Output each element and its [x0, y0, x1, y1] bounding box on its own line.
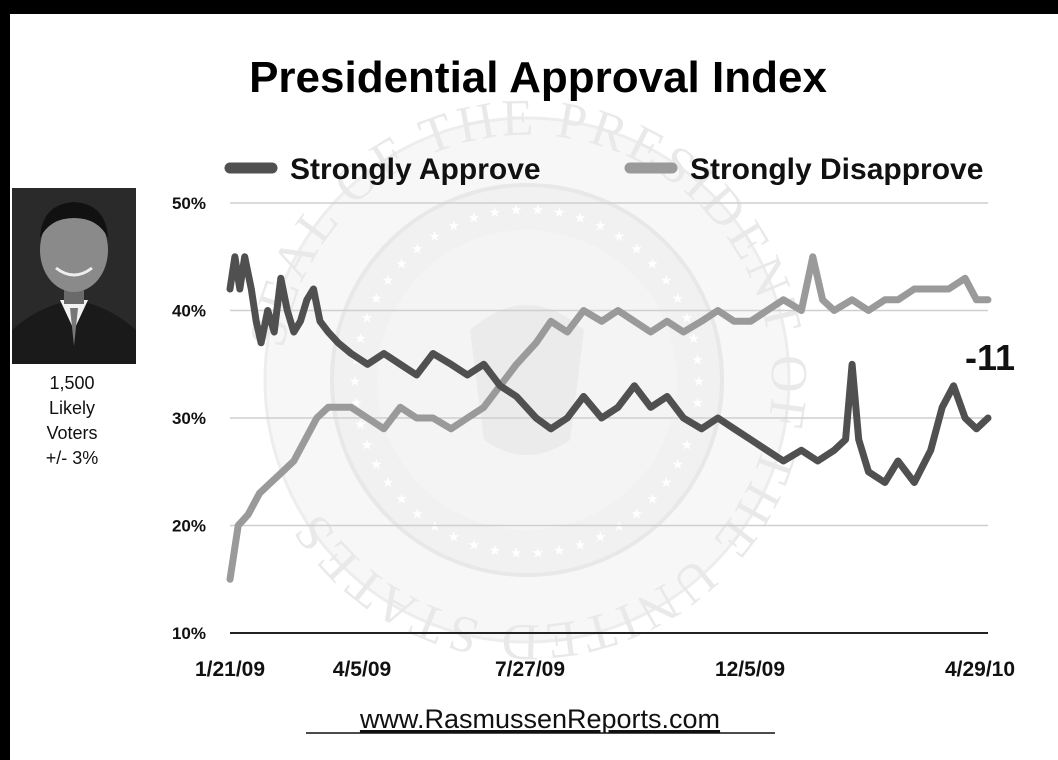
- seal-star: ★: [613, 228, 626, 244]
- seal-star: ★: [532, 545, 545, 561]
- x-tick-label: 4/5/09: [333, 658, 391, 681]
- seal-star: ★: [370, 290, 383, 306]
- seal-star: ★: [671, 290, 684, 306]
- legend-label: Strongly Disapprove: [690, 153, 983, 186]
- seal-star: ★: [354, 330, 367, 346]
- seal-star: ★: [693, 373, 706, 389]
- seal-star: ★: [468, 209, 481, 225]
- seal-star: ★: [532, 201, 545, 217]
- y-tick-label: 40%: [172, 302, 206, 321]
- seal-star: ★: [574, 209, 587, 225]
- legend: Strongly Approve Strongly Disapprove: [224, 153, 983, 186]
- seal-star: ★: [488, 204, 501, 220]
- seal-stars: ★★★★★★★★★★★★★★★★★★★★★★★★★★★★★★★★★★★ ★ ★ ★ ★ ★…: [349, 201, 706, 560]
- seal-star: ★: [349, 373, 362, 389]
- series-layer: [226, 253, 992, 583]
- seal-star: ★: [411, 506, 424, 522]
- portrait-photo: [12, 188, 136, 364]
- seal-star: ★: [574, 537, 587, 553]
- x-tick-label: 1/21/09: [195, 658, 265, 681]
- seal-star: ★: [370, 456, 383, 472]
- seal-star: ★: [510, 545, 523, 561]
- source-link[interactable]: www.RasmussenReports.com: [359, 704, 720, 734]
- y-tick-label: 50%: [172, 194, 206, 213]
- seal-star: ★: [510, 201, 523, 217]
- y-axis-ticks: 10% 20% 30% 40% 50%: [172, 194, 206, 643]
- seal-star: ★: [382, 474, 395, 490]
- sample-line-voters: Voters: [46, 423, 97, 443]
- seal-star: ★: [395, 491, 408, 507]
- series-line-strongly-disapprove: [226, 253, 992, 583]
- gridlines: [230, 202, 988, 634]
- x-axis-ticks: 1/21/09 4/5/09 7/27/09 12/5/09 4/29/10: [195, 658, 1015, 681]
- x-tick-label: 12/5/09: [715, 658, 785, 681]
- y-tick-label: 20%: [172, 517, 206, 536]
- y-tick-label: 10%: [172, 624, 206, 643]
- seal-star: ★: [395, 255, 408, 271]
- series-line-strongly-approve: [226, 253, 992, 486]
- seal-star: ★: [361, 436, 374, 452]
- legend-label: Strongly Approve: [290, 153, 541, 186]
- sample-line-likely: Likely: [49, 398, 95, 418]
- seal-star: ★: [447, 217, 460, 233]
- seal-star: ★: [361, 310, 374, 326]
- seal-star: ★: [488, 542, 501, 558]
- seal-star: ★: [630, 240, 643, 256]
- seal-star: ★: [447, 529, 460, 545]
- seal-star: ★: [594, 217, 607, 233]
- seal-star: ★: [691, 395, 704, 411]
- seal-star: ★: [429, 228, 442, 244]
- margin-of-error: +/- 3%: [46, 448, 99, 468]
- sample-size: 1,500: [49, 373, 94, 393]
- seal-star: ★: [660, 474, 673, 490]
- seal-star: ★: [553, 542, 566, 558]
- seal-star: ★: [594, 529, 607, 545]
- seal-star: ★: [681, 310, 694, 326]
- seal-star: ★: [382, 272, 395, 288]
- x-tick-label: 7/27/09: [495, 658, 565, 681]
- seal-star: ★: [468, 537, 481, 553]
- seal-star: ★: [671, 456, 684, 472]
- seal-star: ★: [553, 204, 566, 220]
- seal-star: ★: [646, 491, 659, 507]
- seal-star: ★: [687, 330, 700, 346]
- seal-star: ★: [354, 416, 367, 432]
- seal-star: ★: [691, 351, 704, 367]
- seal-star: ★: [630, 506, 643, 522]
- difference-annotation: -11: [965, 337, 1015, 378]
- seal-star: ★: [411, 240, 424, 256]
- y-tick-label: 30%: [172, 409, 206, 428]
- seal-star: ★: [660, 272, 673, 288]
- x-tick-label: 4/29/10: [945, 658, 1015, 681]
- seal-star: ★: [681, 436, 694, 452]
- chart-title: Presidential Approval Index: [249, 53, 827, 102]
- seal-star: ★: [646, 255, 659, 271]
- sample-note: 1,500 Likely Voters +/- 3%: [46, 373, 99, 468]
